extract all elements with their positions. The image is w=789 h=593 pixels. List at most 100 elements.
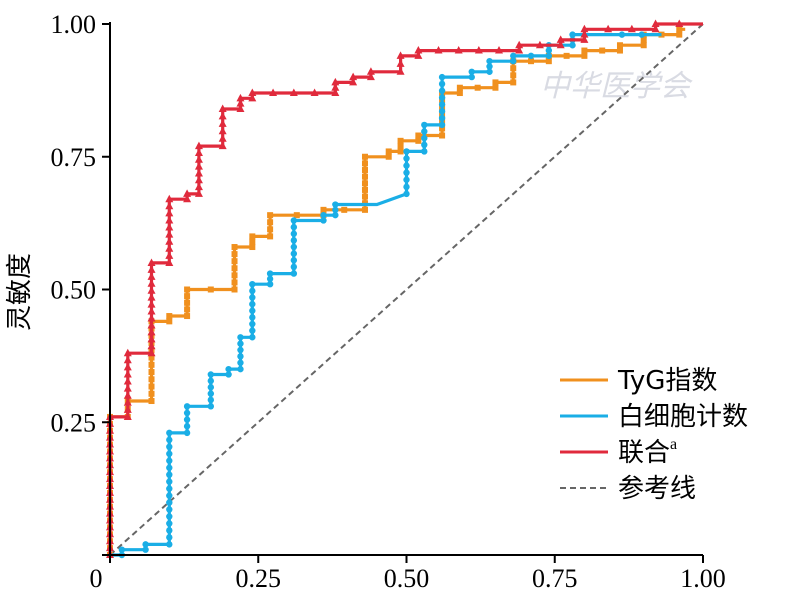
wbc-series-point	[403, 176, 410, 183]
wbc-series-point	[332, 206, 339, 214]
tyg-series-point	[397, 143, 404, 150]
tyg-series-point	[361, 160, 368, 167]
combined-series-point	[236, 104, 245, 112]
wbc-series-point	[142, 541, 149, 548]
combined-series-point	[183, 189, 192, 197]
combined-series-point	[218, 141, 227, 150]
tyg-series-point	[184, 299, 191, 306]
tyg-series-point	[148, 383, 155, 390]
tyg-series-point	[456, 84, 463, 91]
wbc-series-point	[249, 320, 256, 328]
wbc-series-point	[237, 334, 244, 341]
tyg-series-point	[166, 318, 173, 325]
wbc-series-point	[118, 546, 126, 553]
wbc-series-point	[166, 443, 173, 451]
combined-series-point	[165, 237, 174, 245]
combined-series-point	[147, 293, 156, 301]
tyg-series-point	[492, 79, 499, 86]
wbc-series-point	[290, 223, 298, 231]
x-tick-label: 0.75	[532, 564, 578, 593]
wbc-series-point	[166, 471, 173, 478]
tyg-series-point	[320, 206, 327, 213]
combined-series-point	[236, 99, 245, 107]
combined-series-point	[474, 46, 483, 54]
tyg-series-point	[616, 42, 623, 49]
y-tick-label: 0.25	[51, 408, 97, 437]
wbc-series-point	[207, 403, 215, 410]
tyg-series-point	[581, 52, 588, 59]
wbc-series-point	[166, 506, 173, 513]
combined-series-point	[248, 93, 257, 102]
combined-series-point	[366, 67, 375, 75]
combined-series-point	[604, 24, 613, 33]
tyg-series-point	[474, 84, 481, 91]
combined-series-point	[556, 35, 565, 43]
tyg-series-point	[166, 313, 173, 320]
combined-series-point	[194, 141, 203, 150]
wbc-series-point	[569, 31, 576, 38]
combined-series-point	[147, 327, 156, 336]
wbc-series-point	[249, 327, 256, 334]
wbc-series-point	[166, 492, 173, 499]
tyg-series-point	[563, 52, 570, 59]
wbc-series-point	[486, 63, 493, 70]
tyg-series-point	[361, 167, 368, 174]
wbc-series-point	[166, 541, 173, 548]
combined-series-point	[310, 88, 319, 97]
wbc-series-point	[421, 128, 428, 135]
wbc-series-point	[142, 546, 149, 553]
combined-series-point	[580, 35, 589, 43]
wbc-series-point	[237, 340, 244, 347]
wbc-series-point	[438, 80, 446, 88]
combined-series-point	[165, 230, 174, 238]
combined-series-point	[147, 272, 156, 280]
wbc-series-point	[332, 211, 339, 219]
tyg-series-point	[293, 212, 300, 219]
combined-series-point	[194, 155, 203, 163]
tyg-series-point	[545, 58, 552, 65]
tyg-series-point	[184, 286, 191, 293]
wbc-series-point	[166, 429, 173, 437]
tyg-series-point	[510, 72, 517, 79]
tyg-series-point	[249, 238, 256, 245]
combined-series-point	[454, 46, 463, 54]
combined-series-point	[165, 215, 174, 224]
combined-series-point	[396, 59, 405, 67]
tyg-series-point	[528, 58, 535, 65]
wbc-series-point	[290, 243, 298, 251]
wbc-series-point	[421, 141, 428, 149]
wbc-series-point	[438, 87, 446, 94]
combined-series-point	[123, 377, 132, 385]
tyg-series-point	[231, 265, 238, 272]
legend-superscript: a	[670, 436, 677, 453]
combined-series-point	[147, 300, 156, 308]
wbc-series-point	[545, 47, 553, 54]
combined-series-point	[331, 77, 340, 86]
tyg-series-point	[148, 361, 155, 368]
tyg-series-point	[231, 244, 238, 251]
tyg-series-point	[361, 193, 368, 200]
wbc-series-point	[290, 217, 298, 224]
wbc-series-point	[249, 294, 256, 301]
tyg-series-point	[207, 286, 214, 293]
tyg-series-point	[184, 313, 191, 320]
wbc-series-point	[166, 478, 173, 485]
combined-series-point	[556, 40, 565, 49]
wbc-series-point	[438, 94, 446, 101]
tyg-series-point	[361, 153, 368, 160]
x-tick-label: 0.25	[236, 564, 282, 593]
combined-series-point	[165, 201, 174, 210]
wbc-series-point	[183, 429, 191, 437]
y-axis-label: 灵敏度	[5, 253, 35, 331]
tyg-series-point	[148, 354, 155, 361]
combined-series-point	[194, 148, 203, 156]
combined-series-point	[396, 67, 405, 75]
combined-series-point	[123, 384, 132, 392]
x-tick-label: 1.00	[680, 564, 726, 593]
combined-series-point	[414, 51, 423, 59]
watermark-text: 中华医学会	[540, 69, 693, 104]
tyg-series-point	[231, 258, 238, 265]
combined-series-point	[123, 348, 132, 357]
